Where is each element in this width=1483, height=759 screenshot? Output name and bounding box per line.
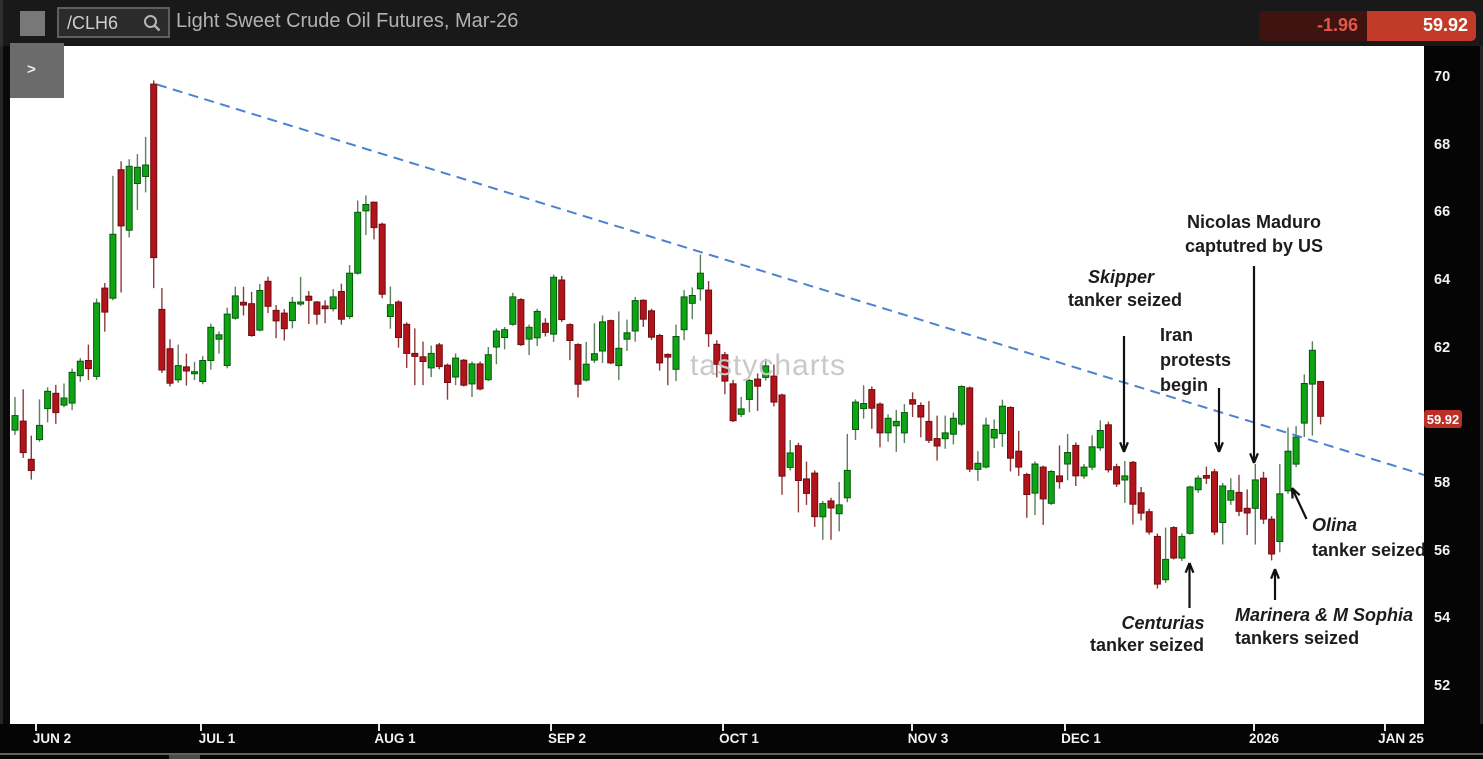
svg-text:Centurias: Centurias	[1121, 613, 1204, 633]
svg-text:Skipper: Skipper	[1088, 267, 1155, 287]
svg-text:tanker seized: tanker seized	[1090, 635, 1204, 655]
svg-text:tastycharts: tastycharts	[690, 349, 846, 382]
svg-text:Iran: Iran	[1160, 325, 1193, 345]
svg-text:tanker seized: tanker seized	[1312, 540, 1426, 560]
svg-text:tanker seized: tanker seized	[1068, 290, 1182, 310]
svg-text:protests: protests	[1160, 350, 1231, 370]
svg-text:Olina: Olina	[1312, 515, 1357, 535]
svg-text:captutred by US: captutred by US	[1185, 236, 1323, 256]
svg-text:tankers seized: tankers seized	[1235, 628, 1359, 648]
svg-text:Marinera & M Sophia: Marinera & M Sophia	[1235, 605, 1413, 625]
svg-text:begin: begin	[1160, 375, 1208, 395]
svg-text:Nicolas Maduro: Nicolas Maduro	[1187, 212, 1321, 232]
